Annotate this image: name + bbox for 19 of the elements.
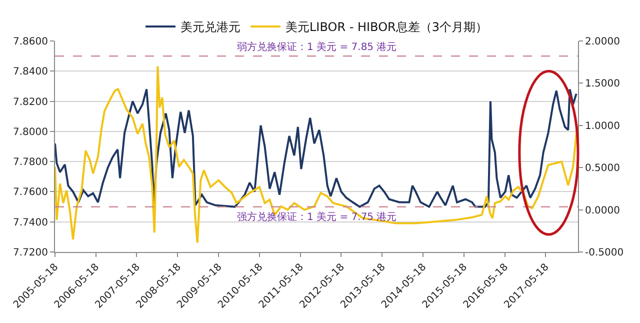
y-tick-label: 7.8200 bbox=[13, 96, 48, 108]
y2-tick-label: 1.0000 bbox=[585, 120, 620, 132]
y-tick-label: 7.8000 bbox=[13, 126, 48, 138]
y2-tick-label: 0.0000 bbox=[585, 205, 620, 216]
y2-tick-label: 1.5000 bbox=[585, 78, 620, 90]
line-series bbox=[55, 65, 578, 244]
y2-tick-label: 2.0000 bbox=[585, 36, 620, 48]
y2-tick-label: -0.5000 bbox=[585, 248, 624, 258]
y2-tick-label: 0.5000 bbox=[585, 163, 620, 174]
ref-line-label: 弱方兑换保证：1 美元 = 7.85 港元 bbox=[237, 41, 397, 53]
y-tick-label: 7.7800 bbox=[13, 157, 48, 168]
legend-label: 美元LIBOR - HIBOR息差（3个月期） bbox=[286, 20, 488, 34]
y-tick-label: 7.7400 bbox=[13, 217, 48, 228]
legend-label: 美元兑港元 bbox=[180, 20, 240, 34]
y-tick-label: 7.8600 bbox=[13, 36, 48, 48]
line-series bbox=[55, 88, 578, 208]
y-tick-label: 7.7200 bbox=[13, 248, 48, 258]
y-tick-label: 7.7600 bbox=[13, 187, 48, 198]
y-tick-label: 7.8400 bbox=[13, 66, 48, 78]
